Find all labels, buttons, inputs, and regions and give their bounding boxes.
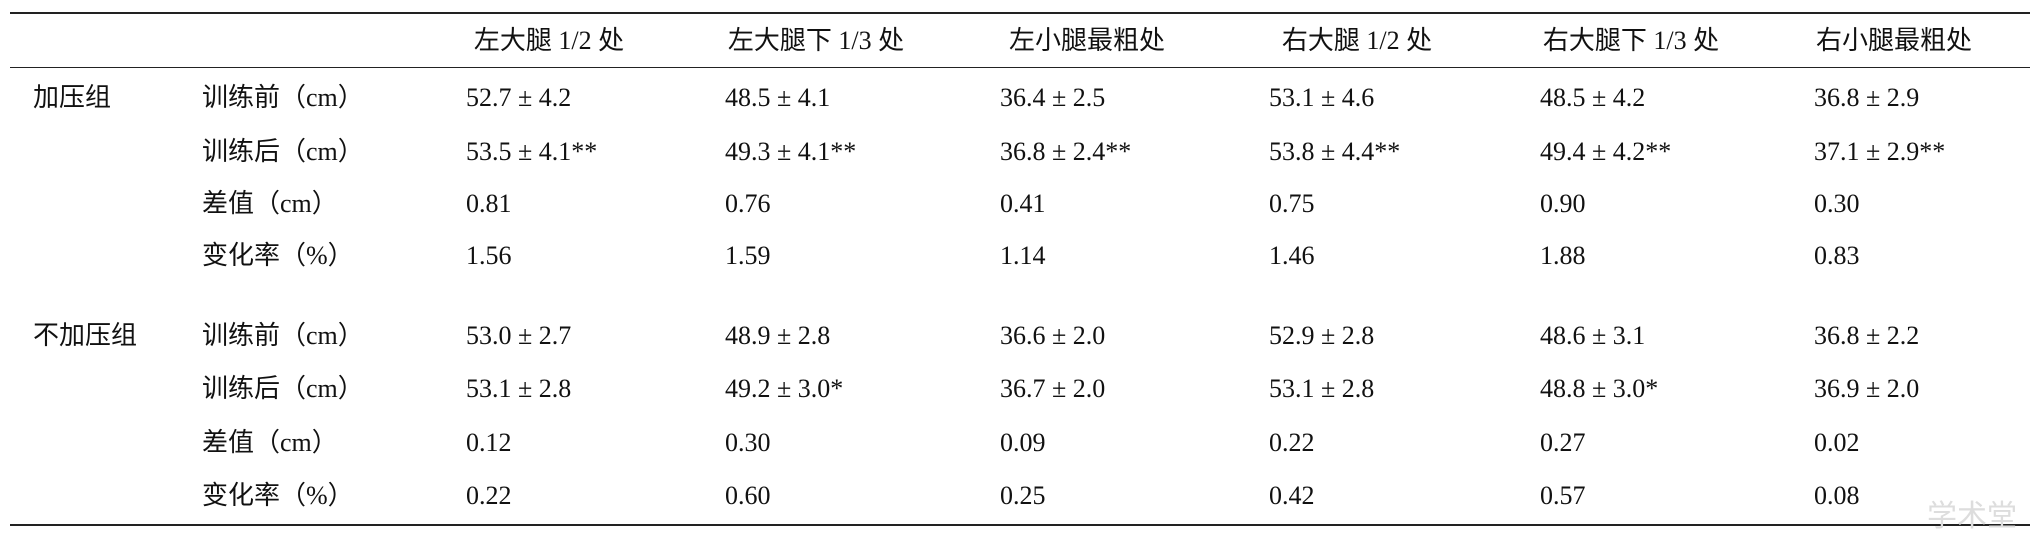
column-header: 左大腿 1/2 处 [473,26,625,55]
cell: 0.81 [466,189,512,218]
cell: 0.09 [1000,428,1046,457]
cell: 0.57 [1540,481,1586,510]
row-label: 训练后（cm） [202,137,364,166]
cell: 48.9 ± 2.8 [725,321,831,350]
cell: 0.76 [725,189,771,218]
cell: 1.46 [1269,241,1315,270]
cell: 49.4 ± 4.2** [1540,137,1672,166]
cell: 0.42 [1269,481,1315,510]
cell: 36.9 ± 2.0 [1814,374,1920,403]
bottom-rule [10,524,2030,526]
cell: 1.14 [1000,241,1046,270]
cell: 0.08 [1814,481,1860,510]
cell: 36.8 ± 2.9 [1814,83,1920,112]
cell: 36.4 ± 2.5 [1000,83,1106,112]
group-label: 加压组 [33,83,112,112]
cell: 53.1 ± 4.6 [1269,83,1375,112]
cell: 1.59 [725,241,771,270]
cell: 0.30 [1814,189,1860,218]
cell: 36.8 ± 2.4** [1000,137,1132,166]
row-label: 差值（cm） [202,428,338,457]
cell: 48.5 ± 4.1 [725,83,831,112]
cell: 0.60 [725,481,771,510]
cell: 0.41 [1000,189,1046,218]
row-label: 训练前（cm） [202,83,364,112]
cell: 0.27 [1540,428,1586,457]
cell: 37.1 ± 2.9** [1814,137,1946,166]
cell: 53.5 ± 4.1** [466,137,598,166]
cell: 1.88 [1540,241,1586,270]
column-header: 右大腿 1/2 处 [1281,26,1433,55]
cell: 53.0 ± 2.7 [466,321,572,350]
cell: 0.25 [1000,481,1046,510]
column-header: 右小腿最粗处 [1815,26,1973,55]
cell: 36.8 ± 2.2 [1814,321,1920,350]
cell: 53.1 ± 2.8 [1269,374,1375,403]
cell: 52.7 ± 4.2 [466,83,572,112]
cell: 53.8 ± 4.4** [1269,137,1401,166]
cell: 48.6 ± 3.1 [1540,321,1646,350]
row-label: 变化率（%） [202,241,354,270]
cell: 52.9 ± 2.8 [1269,321,1375,350]
watermark: 学术堂 [1927,499,2017,534]
cell: 0.83 [1814,241,1860,270]
cell: 48.8 ± 3.0* [1540,374,1659,403]
cell: 0.75 [1269,189,1315,218]
cell: 49.3 ± 4.1** [725,137,857,166]
column-header: 左大腿下 1/3 处 [727,26,905,55]
row-label: 变化率（%） [202,481,354,510]
row-label: 训练后（cm） [202,374,364,403]
header-rule [10,67,2030,68]
cell: 0.30 [725,428,771,457]
cell: 0.22 [1269,428,1315,457]
cell: 0.90 [1540,189,1586,218]
cell: 0.02 [1814,428,1860,457]
cell: 0.22 [466,481,512,510]
cell: 48.5 ± 4.2 [1540,83,1646,112]
row-label: 训练前（cm） [202,321,364,350]
cell: 0.12 [466,428,512,457]
row-label: 差值（cm） [202,189,338,218]
cell: 1.56 [466,241,512,270]
top-rule [10,12,2030,14]
cell: 36.6 ± 2.0 [1000,321,1106,350]
cell: 36.7 ± 2.0 [1000,374,1106,403]
cell: 53.1 ± 2.8 [466,374,572,403]
column-header: 右大腿下 1/3 处 [1542,26,1720,55]
group-label: 不加压组 [33,321,138,350]
cell: 49.2 ± 3.0* [725,374,844,403]
column-header: 左小腿最粗处 [1008,26,1166,55]
